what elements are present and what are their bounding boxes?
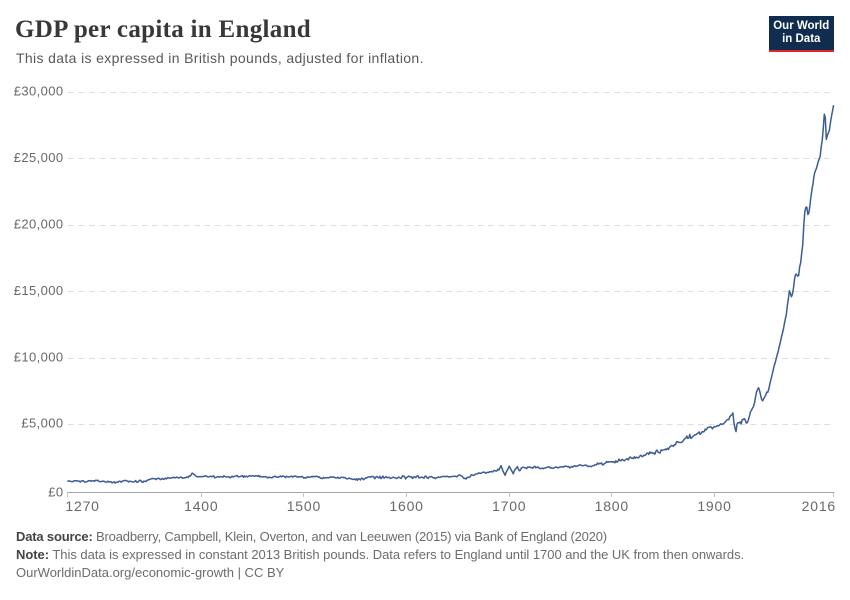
svg-text:£5,000: £5,000 bbox=[21, 416, 63, 431]
svg-text:1400: 1400 bbox=[184, 498, 218, 514]
svg-text:1500: 1500 bbox=[287, 498, 321, 514]
svg-text:1700: 1700 bbox=[492, 498, 526, 514]
svg-text:£15,000: £15,000 bbox=[14, 283, 64, 298]
svg-text:1270: 1270 bbox=[65, 498, 99, 514]
svg-text:£30,000: £30,000 bbox=[14, 84, 64, 99]
svg-text:1900: 1900 bbox=[697, 498, 731, 514]
svg-text:£0: £0 bbox=[48, 484, 63, 499]
svg-text:£20,000: £20,000 bbox=[14, 216, 64, 231]
svg-text:2016: 2016 bbox=[802, 498, 836, 514]
svg-text:£10,000: £10,000 bbox=[14, 349, 64, 364]
svg-text:1600: 1600 bbox=[389, 498, 423, 514]
svg-text:1800: 1800 bbox=[595, 498, 629, 514]
svg-text:£25,000: £25,000 bbox=[14, 150, 64, 165]
